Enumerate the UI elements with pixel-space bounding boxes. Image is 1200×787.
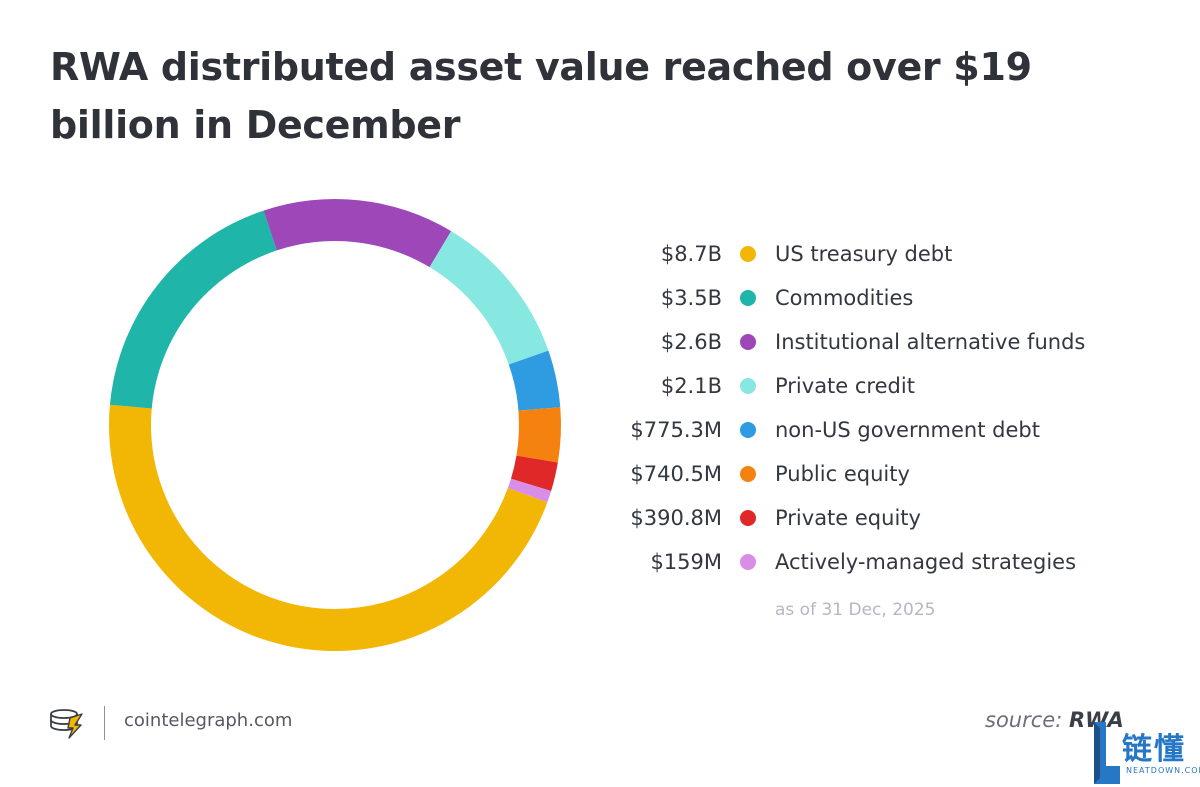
legend-swatch [740, 334, 756, 350]
legend-swatch [740, 510, 756, 526]
legend-value: $775.3M [630, 418, 722, 442]
source-credit: source: RWA [985, 708, 1124, 732]
cointelegraph-logo-icon [50, 709, 83, 739]
legend-label: Private equity [775, 506, 921, 530]
legend-label: US treasury debt [775, 242, 953, 266]
legend-value: $3.5B [660, 286, 722, 310]
donut-slice-us-treasury-debt [109, 404, 548, 651]
source-prefix: source: [985, 708, 1063, 732]
legend-swatch [740, 378, 756, 394]
legend-item: $2.1B Private credit [600, 364, 1160, 408]
donut-slice-non-us-government-debt [508, 350, 561, 411]
legend-item: $740.5M Public equity [600, 452, 1160, 496]
donut-slice-public-equity [516, 407, 561, 463]
donut-slice-commodities [109, 210, 277, 409]
donut-slice-private-credit [429, 231, 549, 365]
legend-label: non-US government debt [775, 418, 1040, 442]
legend-swatch [740, 246, 756, 262]
legend-value: $8.7B [660, 242, 722, 266]
legend-swatch [740, 554, 756, 570]
chart-title: RWA distributed asset value reached over… [50, 45, 1032, 147]
legend-label: Private credit [775, 374, 915, 398]
legend-item: $159M Actively-managed strategies [600, 540, 1160, 584]
legend-item: $775.3M non-US government debt [600, 408, 1160, 452]
legend-label: Actively-managed strategies [775, 550, 1077, 574]
legend-item: $390.8M Private equity [600, 496, 1160, 540]
donut-slice-actively-managed-strategies [507, 478, 552, 503]
donut-chart [109, 199, 561, 651]
legend-swatch [740, 466, 756, 482]
legend-value: $2.6B [660, 330, 722, 354]
legend-swatch [740, 290, 756, 306]
watermark-cn-text: 链懂 [1122, 732, 1186, 767]
legend-item: $2.6B Institutional alternative funds [600, 320, 1160, 364]
legend-value: $740.5M [630, 462, 722, 486]
watermark-en-text: NEATDOWN.COM [1126, 766, 1200, 775]
legend-item: $3.5B Commodities [600, 276, 1160, 320]
neatdown-watermark: 链懂 NEATDOWN.COM [1090, 722, 1200, 787]
neatdown-logo-icon [1094, 722, 1120, 784]
donut-slice-institutional-alternative-funds [263, 199, 452, 268]
legend-label: Public equity [775, 462, 910, 486]
legend-item: $8.7B US treasury debt [600, 232, 1160, 276]
legend-swatch [740, 422, 756, 438]
legend-value: $2.1B [660, 374, 722, 398]
footer-site-link[interactable]: cointelegraph.com [124, 710, 293, 731]
legend-label: Commodities [775, 286, 914, 310]
legend-value: $159M [650, 550, 722, 574]
footer-divider [104, 706, 105, 740]
chart-legend: $8.7B US treasury debt $3.5B Commodities $2.… [600, 232, 1160, 584]
donut-slice-private-equity [510, 455, 558, 492]
legend-value: $390.8M [630, 506, 722, 530]
as-of-note: as of 31 Dec, 2025 [775, 600, 936, 620]
legend-label: Institutional alternative funds [775, 330, 1086, 354]
